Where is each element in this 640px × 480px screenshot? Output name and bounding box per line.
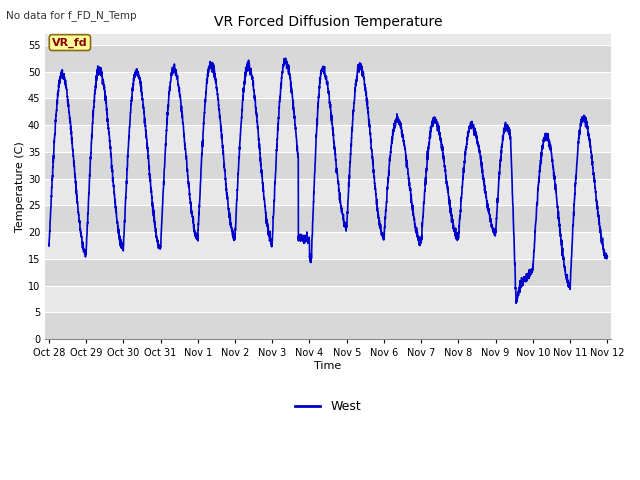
Bar (45, 312, 611, 339)
Bar (45, 72, 611, 98)
Text: VR_fd: VR_fd (52, 37, 88, 48)
Bar (45, 125, 611, 152)
Title: VR Forced Diffusion Temperature: VR Forced Diffusion Temperature (214, 15, 442, 29)
Legend: West: West (290, 395, 366, 418)
Bar (45, 98, 611, 125)
X-axis label: Time: Time (314, 361, 342, 371)
Bar (45, 152, 611, 179)
Bar (45, 205, 611, 232)
Bar (45, 179, 611, 205)
Bar (45, 232, 611, 259)
Bar (45, 286, 611, 312)
Text: No data for f_FD_N_Temp: No data for f_FD_N_Temp (6, 10, 137, 21)
Bar (45, 45, 611, 72)
Y-axis label: Temperature (C): Temperature (C) (15, 141, 25, 232)
Bar (45, 259, 611, 286)
